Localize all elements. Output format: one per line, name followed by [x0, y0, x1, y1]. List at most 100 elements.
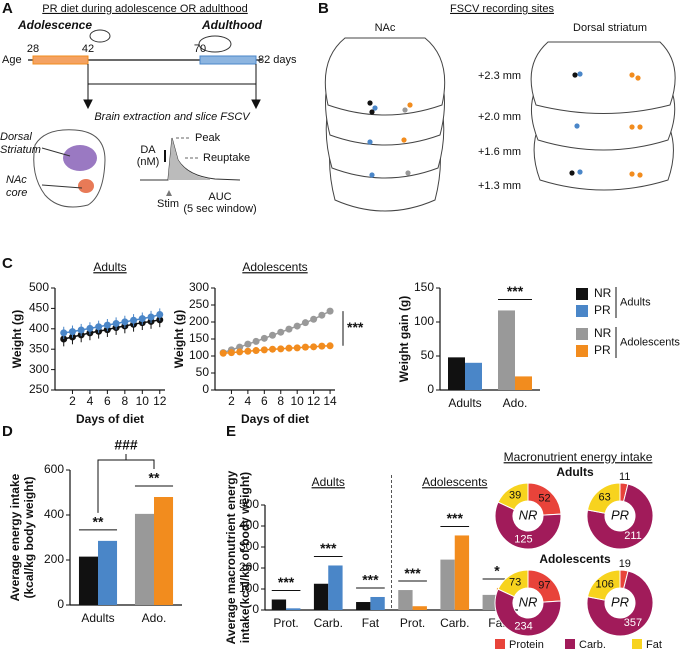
pie-slice: [586, 482, 621, 514]
x-tick-label: 12: [153, 394, 167, 408]
trace: [140, 137, 241, 196]
y-tick-label: 300: [29, 362, 49, 376]
slice-label: 106: [596, 578, 614, 590]
slice-label: 97: [538, 579, 550, 591]
legend-label: PR: [594, 303, 611, 317]
pie-label: NR: [519, 594, 538, 609]
bar: [356, 602, 371, 610]
x-tick-label: 10: [291, 394, 305, 408]
y-tick-label: 200: [239, 560, 259, 574]
slice-label: 357: [624, 617, 642, 629]
bar: [440, 559, 455, 610]
point: [95, 323, 103, 331]
bar: [454, 535, 470, 610]
x-tick-label: Ado.: [503, 396, 528, 410]
legend-group: Adults: [620, 296, 651, 308]
point: [103, 321, 111, 329]
y-tick-label: 300: [189, 280, 209, 294]
y-tick-label: 250: [29, 382, 49, 396]
bar: [515, 376, 532, 390]
annotation: ***: [507, 283, 524, 299]
diagram-title: PR diet during adolescence OR adulthood: [42, 3, 247, 15]
point: [293, 344, 301, 352]
brain-slices: [324, 37, 676, 212]
annotation: ***: [278, 574, 295, 590]
point: [244, 340, 252, 348]
trace-label: Stim: [157, 198, 179, 210]
point: [318, 342, 326, 350]
point: [156, 311, 164, 319]
y-tick-label: 400: [29, 321, 49, 335]
bar: [286, 608, 301, 610]
panel-label: B: [318, 0, 329, 17]
arrows: [83, 64, 261, 110]
x-tick-label: Prot.: [400, 616, 425, 630]
trace-label: (5 sec window): [183, 203, 256, 215]
group-label: Adults: [556, 465, 594, 479]
rat-icon: [89, 29, 232, 53]
region: Striatum: [0, 144, 41, 156]
annotation: ***: [447, 510, 464, 526]
point: [285, 344, 293, 352]
phase-bar: [32, 55, 89, 65]
legend-swatch: [576, 345, 588, 357]
point: [260, 346, 268, 354]
point: [293, 322, 301, 330]
annotation: ***: [362, 572, 379, 588]
annotation: ***: [320, 540, 337, 556]
point: [326, 342, 334, 350]
chart-title: Adolescents: [242, 260, 307, 274]
level-label: +1.6 mm: [478, 146, 521, 158]
step: Brain extraction and slice FSCV: [94, 111, 251, 123]
y-tick-label: 350: [29, 341, 49, 355]
point: [77, 326, 85, 334]
point: [147, 313, 155, 321]
slice-label: 125: [514, 533, 532, 545]
trace-label: (nM): [137, 156, 160, 168]
x-tick-label: Prot.: [273, 616, 298, 630]
x-tick-label: Adults: [448, 396, 481, 410]
slice-label: 211: [624, 530, 642, 542]
y-tick-label: 400: [44, 507, 64, 521]
level-label: +2.3 mm: [478, 70, 521, 82]
bar: [448, 357, 465, 390]
column-label: NAc: [375, 22, 396, 34]
x-tick-label: 8: [277, 394, 284, 408]
x-tick-label: 6: [261, 394, 268, 408]
point: [269, 331, 277, 339]
trace-label: DA: [140, 144, 156, 156]
annotation: ###: [114, 437, 138, 453]
pie-label: NR: [519, 507, 538, 522]
legend-swatch: [576, 305, 588, 317]
y-tick-label: 500: [29, 280, 49, 294]
trace-label: Reuptake: [203, 152, 250, 164]
point: [277, 328, 285, 336]
chart-title: Macronutrient energy intake: [504, 450, 653, 464]
pie-slice: [497, 569, 529, 598]
y-tick-label: 100: [414, 314, 434, 328]
level-label: +2.0 mm: [478, 111, 521, 123]
point: [236, 348, 244, 356]
point: [269, 345, 277, 353]
point: [227, 349, 235, 357]
x-axis-label: Days of diet: [241, 412, 309, 426]
legend-swatch: [495, 639, 505, 649]
y-axis-label: Weight gain (g): [397, 296, 411, 382]
point: [130, 316, 138, 324]
slice-label: 73: [509, 577, 521, 589]
point: [86, 324, 94, 332]
annotation: ***: [404, 565, 421, 581]
y-tick-label: 0: [427, 382, 434, 396]
region: core: [6, 187, 27, 199]
point: [285, 325, 293, 333]
point: [260, 334, 268, 342]
y-axis-label: Average macronutrient energy: [224, 470, 238, 644]
legend-swatch: [632, 639, 642, 649]
y-tick-label: 0: [57, 597, 64, 611]
point: [252, 347, 260, 355]
bar: [271, 599, 287, 610]
x-tick-label: 4: [245, 394, 252, 408]
point: [121, 318, 129, 326]
chart-title: Adults: [93, 260, 126, 274]
